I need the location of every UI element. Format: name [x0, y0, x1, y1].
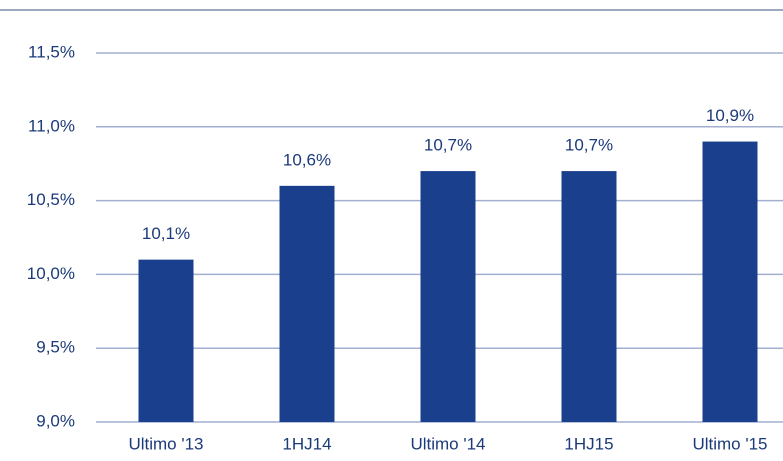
x-tick-label: Ultimo '13: [128, 434, 203, 453]
data-label: 10,7%: [565, 136, 613, 155]
y-tick-label: 9,5%: [36, 338, 75, 357]
x-tick-label: 1HJ14: [282, 434, 331, 453]
bar: [561, 171, 617, 422]
data-label: 10,6%: [283, 150, 331, 169]
y-tick-label: 10,0%: [27, 264, 75, 283]
bar: [279, 185, 335, 422]
y-tick-label: 10,5%: [27, 190, 75, 209]
y-tick-label: 9,0%: [36, 411, 75, 430]
data-label: 10,7%: [424, 136, 472, 155]
data-label: 10,9%: [706, 106, 754, 125]
x-tick-label: 1HJ15: [564, 434, 613, 453]
data-label: 10,1%: [142, 224, 190, 243]
bar: [702, 141, 758, 422]
x-tick-label: Ultimo '14: [410, 434, 485, 453]
bar: [420, 171, 476, 422]
y-tick-label: 11,0%: [28, 116, 75, 135]
bar: [138, 259, 194, 422]
x-tick-label: Ultimo '15: [692, 434, 767, 453]
y-tick-label: 11,5%: [28, 42, 75, 61]
